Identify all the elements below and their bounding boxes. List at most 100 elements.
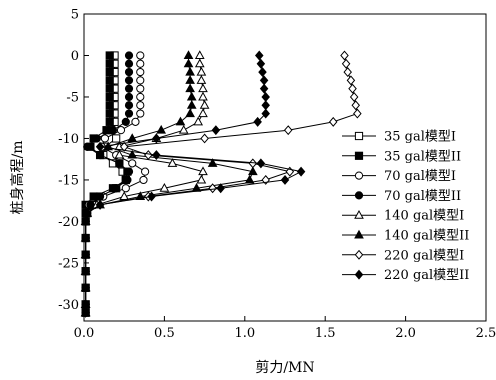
data-point [198, 83, 208, 93]
data-point [167, 158, 178, 167]
data-point [198, 91, 208, 101]
data-point [136, 51, 145, 60]
data-point [92, 134, 101, 143]
data-point [112, 184, 121, 193]
data-point [255, 50, 264, 61]
data-point [124, 76, 134, 85]
data-point [123, 175, 132, 185]
data-point [256, 158, 266, 169]
data-point [211, 125, 221, 136]
data-point [136, 101, 145, 110]
data-point [196, 66, 207, 76]
data-point [194, 50, 205, 59]
y-axis: 5 0 -5 -10 -15 -20 -25 -30 [58, 8, 89, 313]
data-point [346, 75, 356, 86]
data-point [208, 183, 217, 194]
data-point [124, 51, 134, 60]
x-axis-title: 剪力/MN [255, 360, 314, 376]
data-point [114, 149, 125, 159]
legend-marker [354, 249, 364, 260]
legend-item: 35 gal模型II [340, 146, 461, 165]
data-point [127, 133, 138, 142]
legend-marker [354, 229, 364, 239]
x-tick-label: 1.5 [315, 326, 336, 341]
data-point [105, 117, 114, 126]
data-point [247, 166, 258, 176]
data-point [183, 58, 194, 68]
legend-item: 70 gal模型II [340, 186, 461, 205]
data-point [95, 199, 105, 210]
data-point [178, 124, 189, 134]
data-point [105, 101, 114, 110]
y-tick-label: -10 [58, 132, 79, 147]
data-point [216, 183, 225, 194]
plot-frame [83, 13, 487, 322]
legend-item: 220 gal模型I [340, 245, 464, 264]
x-tick-label: 0.0 [74, 326, 95, 341]
data-point [341, 58, 351, 69]
legend-marker [354, 191, 364, 200]
y-tick-label: -15 [58, 173, 79, 188]
data-point [95, 141, 105, 152]
data-point [95, 150, 105, 160]
data-point [147, 191, 156, 202]
data-point [159, 183, 170, 192]
data-point [83, 142, 92, 151]
data-point [207, 158, 218, 167]
data-point [105, 67, 114, 77]
y-tick-label: -25 [58, 256, 79, 271]
data-point [186, 91, 197, 101]
data-point [136, 76, 145, 85]
data-point [328, 116, 338, 127]
legend-label: 70 gal模型I [384, 169, 456, 184]
data-point [343, 67, 352, 78]
data-point [127, 149, 138, 159]
data-point [185, 75, 195, 84]
data-point [351, 100, 361, 111]
data-point [175, 116, 186, 126]
data-point [340, 50, 349, 61]
data-point [105, 92, 114, 102]
data-point [136, 59, 145, 68]
series-2 [81, 51, 132, 317]
data-point [156, 124, 167, 134]
data-point [136, 109, 145, 118]
legend-label: 140 gal模型II [384, 229, 469, 244]
data-point [193, 116, 204, 126]
data-point [261, 92, 270, 102]
data-point [81, 282, 90, 293]
data-point [124, 109, 134, 118]
data-point [259, 75, 269, 86]
legend-marker [354, 209, 364, 219]
legend-marker [354, 171, 364, 180]
legend-label: 220 gal模型I [384, 248, 464, 263]
data-point [81, 249, 90, 260]
legend-label: 35 gal模型I [384, 130, 456, 145]
data-point [185, 66, 195, 76]
data-point [124, 101, 134, 110]
data-point [259, 83, 269, 94]
y-axis-title: 桩身高程/m [9, 141, 26, 215]
series-line [85, 55, 206, 313]
data-point [105, 76, 114, 85]
data-point [95, 192, 105, 201]
data-point [105, 109, 114, 118]
legend: 35 gal模型I 35 gal模型II 70 gal模型I 70 gal模型II 14… [340, 127, 469, 284]
data-point [121, 184, 130, 193]
data-point [108, 126, 118, 135]
legend-item: 140 gal模型I [340, 206, 464, 225]
series-layer [80, 50, 362, 318]
y-tick-label: -30 [58, 298, 79, 313]
data-point [81, 233, 90, 243]
data-point [81, 266, 90, 277]
x-tick-label: 2.5 [476, 326, 496, 341]
data-point [116, 126, 126, 135]
data-point [185, 108, 195, 118]
data-point [136, 67, 145, 77]
data-point [81, 216, 90, 227]
data-point [353, 108, 362, 119]
y-tick-label: -5 [66, 90, 79, 105]
legend-label: 35 gal模型II [384, 149, 461, 164]
data-point [261, 100, 270, 111]
data-point [280, 174, 290, 185]
